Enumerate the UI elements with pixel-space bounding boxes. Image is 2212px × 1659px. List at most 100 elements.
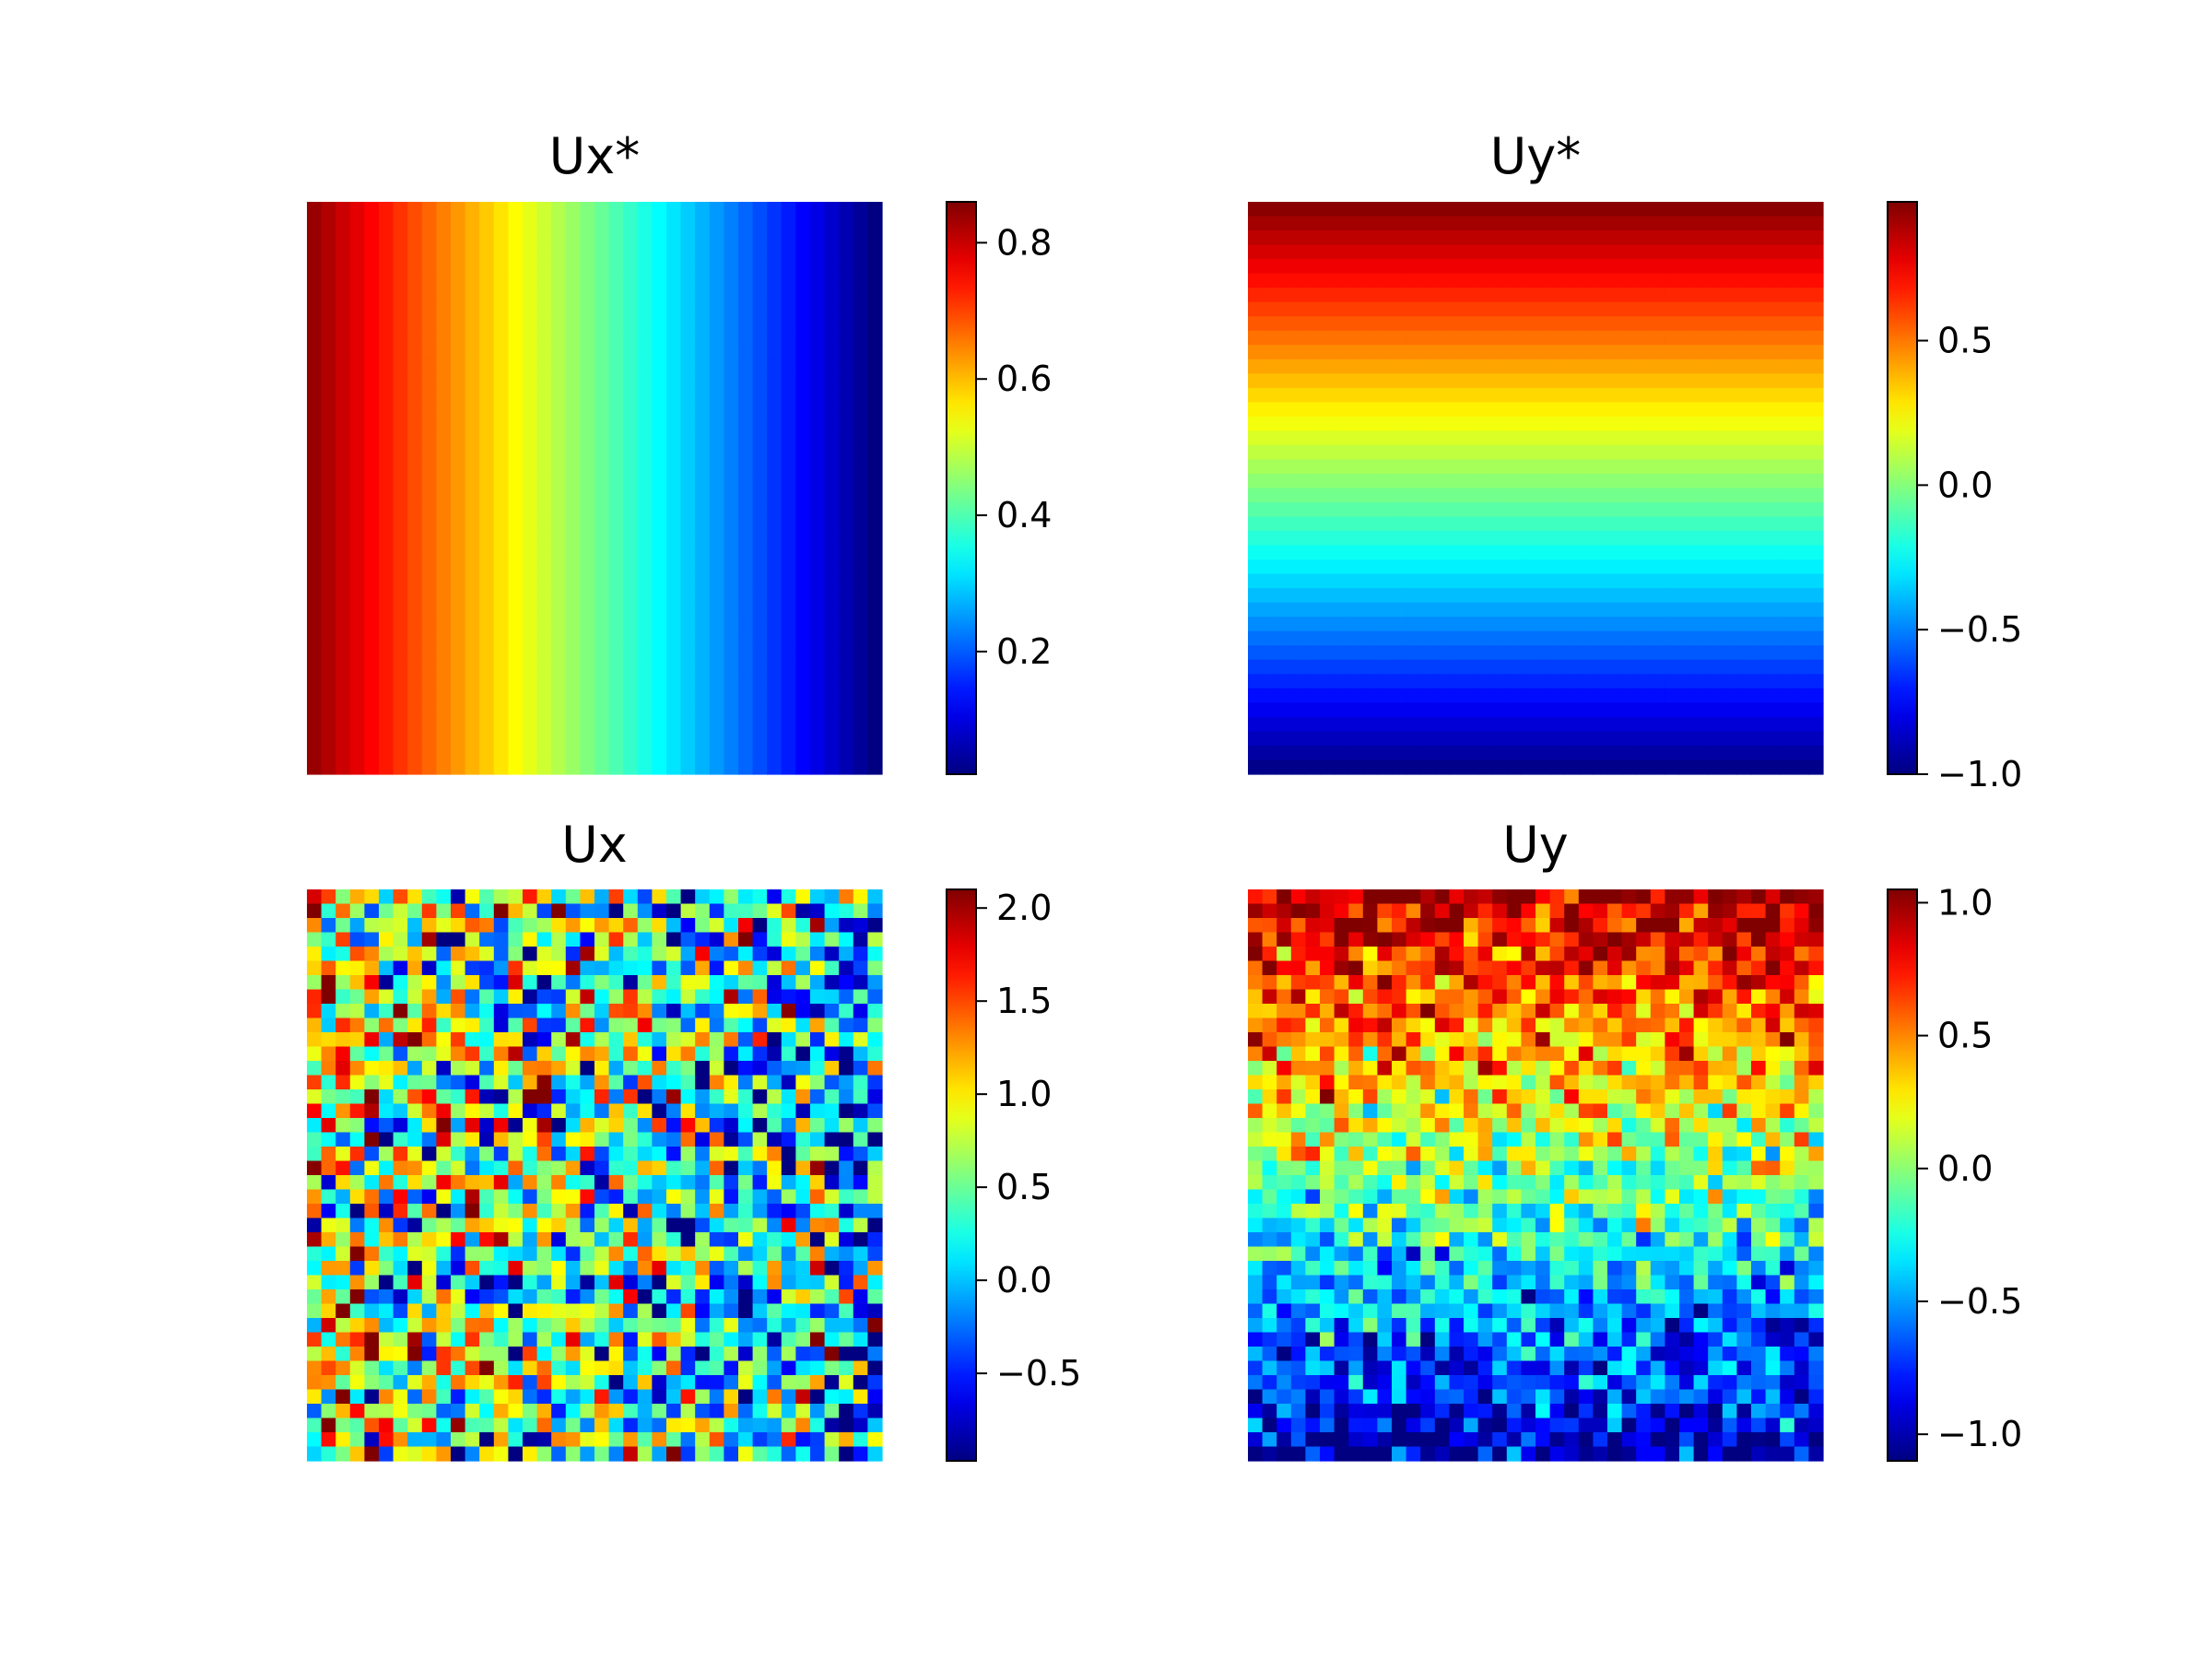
heatmap-cell	[1578, 430, 1594, 446]
heatmap-cell	[393, 230, 408, 246]
heatmap-cell	[853, 216, 868, 231]
heatmap-cell	[1449, 702, 1465, 718]
heatmap-cell	[1593, 316, 1608, 332]
heatmap-cell	[594, 216, 610, 231]
heatmap-cell	[795, 617, 811, 632]
heatmap-cell	[1621, 702, 1637, 718]
heatmap-cell	[1521, 516, 1536, 532]
heatmap-cell	[608, 259, 624, 275]
heatmap-cell	[1693, 716, 1709, 733]
heatmap-cell	[637, 1347, 653, 1362]
heatmap-cell	[1549, 688, 1565, 703]
heatmap-cell	[752, 1218, 768, 1233]
heatmap-cell	[349, 516, 365, 532]
heatmap-cell	[637, 588, 653, 604]
heatmap-cell	[1636, 216, 1652, 231]
heatmap-cell	[321, 502, 336, 518]
heatmap-cell	[1564, 630, 1580, 646]
heatmap-cell	[1434, 588, 1450, 604]
heatmap-cell	[1607, 630, 1623, 646]
heatmap-cell	[1334, 573, 1349, 589]
heatmap-cell	[1248, 316, 1264, 332]
heatmap-cell	[565, 516, 581, 532]
heatmap-cell	[594, 502, 610, 518]
heatmap-cell	[536, 674, 552, 689]
heatmap-cell	[652, 444, 667, 461]
heatmap-cell	[1708, 473, 1724, 489]
heatmap-cell	[1420, 502, 1436, 518]
heatmap-cell	[580, 659, 595, 675]
heatmap-cell	[379, 259, 394, 275]
heatmap-cell	[709, 1318, 724, 1334]
heatmap-cell	[479, 1432, 495, 1448]
heatmap-cell	[695, 559, 711, 575]
heatmap-cell	[536, 531, 552, 547]
heatmap-cell	[1362, 645, 1378, 661]
heatmap-cell	[536, 1375, 552, 1391]
heatmap-cell	[1679, 545, 1695, 560]
heatmap-cell	[465, 674, 480, 689]
heatmap-cell	[451, 1132, 466, 1147]
heatmap-cell	[839, 1118, 854, 1134]
heatmap-cell	[393, 288, 408, 303]
heatmap-cell	[623, 516, 639, 532]
heatmap-cell	[379, 488, 394, 503]
heatmap-cell	[479, 1103, 495, 1119]
heatmap-cell	[1621, 387, 1637, 403]
heatmap-cell	[666, 1303, 682, 1319]
heatmap-cell	[1636, 573, 1652, 589]
heatmap-cell	[810, 359, 826, 374]
heatmap-cell	[1535, 903, 1551, 919]
heatmap-cell	[436, 373, 452, 389]
heatmap-cell	[379, 903, 394, 919]
heatmap-cell	[551, 202, 567, 218]
heatmap-cell	[724, 402, 739, 418]
heatmap-cell	[724, 387, 739, 403]
heatmap-cell	[1650, 745, 1665, 761]
heatmap-cell	[594, 1132, 610, 1147]
heatmap-cell	[795, 1204, 811, 1219]
heatmap-cell	[867, 588, 883, 604]
heatmap-cell	[680, 1160, 696, 1176]
heatmap-cell	[536, 545, 552, 560]
heatmap-cell	[1420, 359, 1436, 374]
heatmap-cell	[1492, 230, 1508, 246]
heatmap-cell	[580, 1075, 595, 1090]
heatmap-cell	[637, 1318, 653, 1334]
heatmap-cell	[752, 1075, 768, 1090]
heatmap-cell	[364, 1332, 380, 1347]
heatmap-cell	[1665, 516, 1680, 532]
heatmap-cell	[1535, 759, 1551, 775]
heatmap-cell	[1808, 273, 1824, 288]
heatmap-cell	[436, 1075, 452, 1090]
heatmap-cell	[1549, 602, 1565, 618]
heatmap-cell	[752, 960, 768, 976]
heatmap-cell	[551, 1032, 567, 1048]
heatmap-cell	[393, 216, 408, 231]
colorbar-tick-label: −1.0	[1937, 754, 2022, 794]
heatmap-cell	[867, 1103, 883, 1119]
heatmap-cell	[853, 430, 868, 446]
heatmap-cell	[680, 288, 696, 303]
heatmap-cell	[407, 444, 423, 461]
heatmap-cell	[738, 1389, 754, 1405]
heatmap-cell	[1578, 702, 1594, 718]
heatmap-cell	[349, 345, 365, 360]
heatmap-cell	[465, 488, 480, 503]
heatmap-cell	[580, 345, 595, 360]
heatmap-cell	[436, 488, 452, 503]
heatmap-cell	[1262, 889, 1277, 905]
heatmap-cell	[1521, 659, 1536, 675]
heatmap-cell	[1477, 301, 1493, 317]
heatmap-cell	[839, 960, 854, 976]
heatmap-cell	[1679, 531, 1695, 547]
heatmap-cell	[623, 502, 639, 518]
heatmap-cell	[1521, 216, 1536, 231]
heatmap-cell	[810, 1375, 826, 1391]
heatmap-cell	[536, 1446, 552, 1462]
heatmap-cell	[594, 473, 610, 489]
heatmap-cell	[824, 903, 840, 919]
heatmap-cell	[1492, 216, 1508, 231]
heatmap-cell	[637, 330, 653, 346]
heatmap-cell	[1765, 702, 1781, 718]
